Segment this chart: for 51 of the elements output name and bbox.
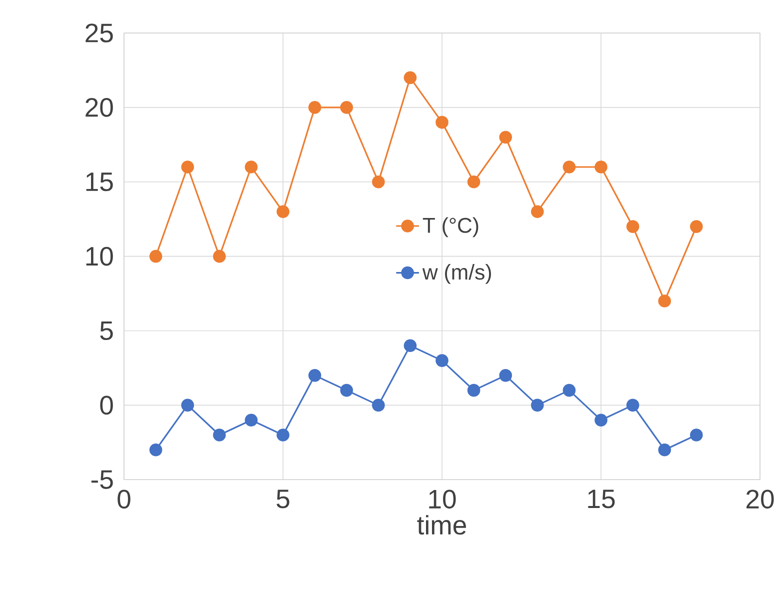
point xyxy=(658,443,671,456)
point xyxy=(276,205,290,218)
y-tick-label: 25 xyxy=(86,24,113,42)
point xyxy=(531,398,544,412)
point xyxy=(244,160,258,174)
point xyxy=(436,354,448,367)
legend-label: w (m/s) xyxy=(422,264,491,284)
point xyxy=(531,205,544,218)
point xyxy=(690,220,703,233)
point xyxy=(149,250,162,263)
x-tick-label: 15 xyxy=(588,490,615,508)
y-tick-label: 10 xyxy=(86,246,113,266)
point xyxy=(276,428,290,442)
y-tick-label: 5 xyxy=(100,321,113,340)
y-tick-label: 15 xyxy=(86,172,113,192)
point xyxy=(340,101,353,114)
point xyxy=(658,294,671,308)
point xyxy=(308,101,322,114)
point xyxy=(372,175,385,188)
point xyxy=(467,175,480,188)
point xyxy=(149,443,162,456)
point xyxy=(308,369,322,382)
point xyxy=(499,369,512,382)
x-tick-label: 20 xyxy=(746,490,774,509)
point xyxy=(626,220,640,233)
x-axis-title: time xyxy=(417,515,466,535)
point xyxy=(181,398,194,412)
x-tick-label: 5 xyxy=(276,490,290,508)
point xyxy=(594,414,608,426)
point xyxy=(404,71,417,84)
x-tick-label: 10 xyxy=(429,490,456,509)
point xyxy=(626,398,640,412)
x-tick-label: 0 xyxy=(118,490,130,509)
y-tick-label: 20 xyxy=(86,98,113,117)
point xyxy=(594,160,608,174)
point xyxy=(690,428,703,442)
point xyxy=(562,160,576,174)
y-tick-label: 0 xyxy=(100,396,113,415)
point xyxy=(244,414,258,426)
legend-label: T (°C) xyxy=(422,217,478,238)
point xyxy=(562,384,576,397)
point xyxy=(436,116,448,129)
point xyxy=(372,398,385,412)
y-tick-label: -5 xyxy=(91,470,113,489)
point xyxy=(213,250,226,263)
point xyxy=(340,384,353,397)
point xyxy=(499,130,512,144)
point xyxy=(213,428,226,442)
point xyxy=(404,339,417,352)
point xyxy=(467,384,480,397)
point xyxy=(181,160,194,174)
